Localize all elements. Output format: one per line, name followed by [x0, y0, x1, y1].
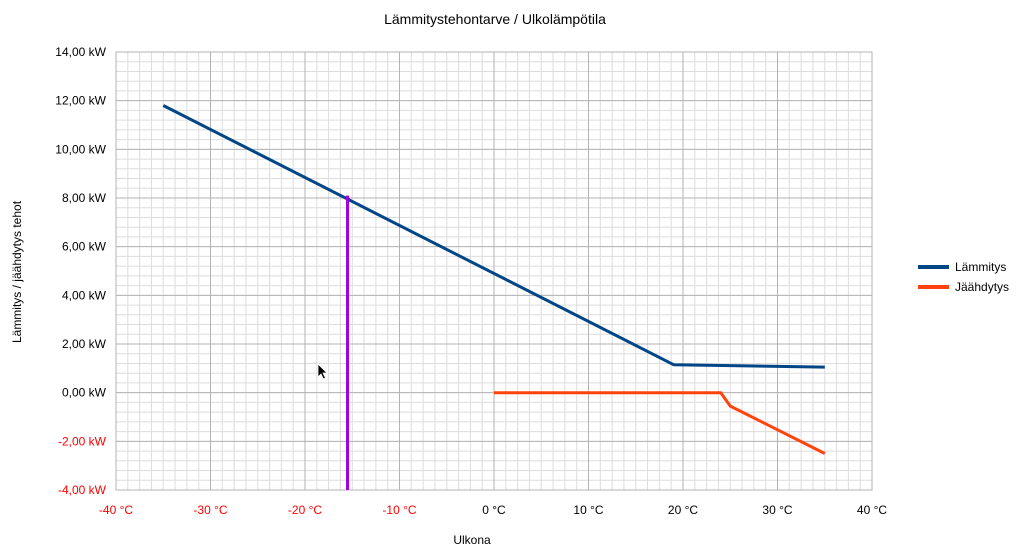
mouse-cursor-icon — [317, 363, 328, 380]
x-tick-label: -30 °C — [193, 503, 227, 517]
y-tick-label: 14,00 kW — [55, 45, 106, 59]
x-tick-label: -10 °C — [382, 503, 416, 517]
x-tick-label: -20 °C — [288, 503, 322, 517]
plot-frame — [115, 51, 873, 491]
y-tick-label: 4,00 kW — [62, 288, 107, 302]
y-tick-label: 8,00 kW — [62, 191, 107, 205]
y-tick-label: 0,00 kW — [62, 386, 107, 400]
y-axis-title: Lämmitys / jäähdytys tehot — [10, 200, 24, 343]
y-tick-label: 10,00 kW — [55, 142, 106, 156]
y-tick-label: -4,00 kW — [58, 483, 107, 497]
y-tick-label: 6,00 kW — [62, 240, 107, 254]
legend-label: Jäähdytys — [955, 280, 1009, 294]
major-gridlines — [115, 51, 873, 491]
legend: Lämmitys Jäähdytys — [918, 260, 1009, 294]
y-tick-labels: -4,00 kW -2,00 kW 0,00 kW 2,00 kW 4,00 kW 6,0… — [55, 45, 106, 497]
x-tick-label: 10 °C — [573, 503, 603, 517]
series-line-lammitys — [162, 104, 825, 369]
x-tick-label: 20 °C — [668, 503, 698, 517]
chart-title: Lämmitystehontarve / Ulkolämpötila — [384, 11, 606, 27]
y-tick-label: 2,00 kW — [62, 337, 107, 351]
x-tick-label: -40 °C — [99, 503, 133, 517]
legend-label: Lämmitys — [955, 260, 1006, 274]
x-tick-label: 30 °C — [762, 503, 792, 517]
x-tick-labels: -40 °C -30 °C -20 °C -10 °C 0 °C 10 °C 20 °C 30… — [99, 503, 887, 517]
y-tick-label: 12,00 kW — [55, 94, 106, 108]
x-axis-title: Ulkona — [453, 533, 491, 547]
y-tick-label: -2,00 kW — [58, 434, 107, 448]
series-line-jaahdytys — [494, 391, 826, 455]
x-tick-label: 0 °C — [482, 503, 506, 517]
series-lines — [162, 104, 826, 490]
x-tick-label: 40 °C — [857, 503, 887, 517]
